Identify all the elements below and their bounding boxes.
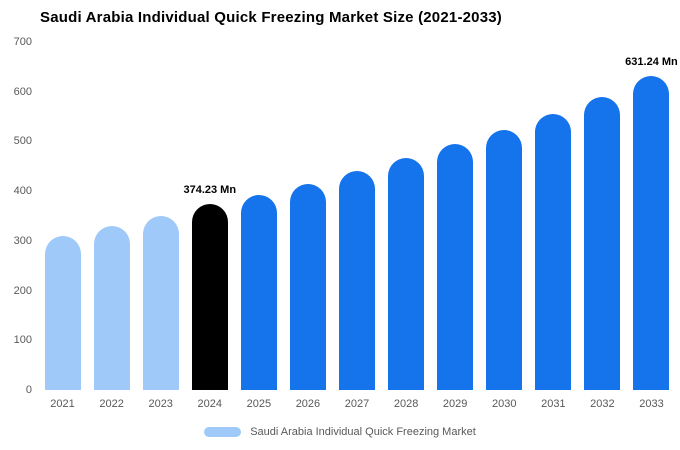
y-tick-label: 400 (13, 185, 32, 198)
bar (486, 129, 523, 390)
x-tick-label: 2027 (344, 398, 370, 410)
y-tick-label: 200 (13, 284, 32, 297)
bar (633, 76, 670, 390)
bar (93, 225, 130, 390)
x-tick-label: 2023 (148, 398, 173, 410)
bar-column: 2026 (283, 42, 332, 410)
x-tick-label: 2032 (590, 398, 615, 410)
bar-column: 2021 (38, 42, 87, 410)
x-tick-label: 2024 (197, 398, 223, 410)
legend-swatch (204, 427, 242, 437)
x-tick-label: 2029 (442, 398, 468, 410)
chart-title: Saudi Arabia Individual Quick Freezing M… (40, 9, 502, 26)
bar (437, 144, 474, 390)
data-label: 631.24 Mn (625, 56, 678, 69)
x-tick-label: 2026 (295, 398, 321, 410)
bar (142, 215, 179, 390)
x-tick-label: 2028 (393, 398, 419, 410)
x-tick-label: 2021 (50, 398, 75, 410)
x-tick-label: 2025 (246, 398, 272, 410)
bar (388, 158, 425, 390)
bar (44, 235, 81, 390)
legend: Saudi Arabia Individual Quick Freezing M… (0, 426, 680, 438)
x-tick-label: 2031 (541, 398, 566, 410)
bar-column: 374.23 Mn 2024 (183, 42, 237, 410)
bar-column: 2025 (234, 42, 283, 410)
bar (535, 113, 572, 390)
bar (584, 96, 621, 390)
plot-area: 2021 2022 2023 374.23 Mn 2024 2025 2026 2027 202… (38, 42, 678, 410)
bar-column: 2023 (136, 42, 185, 410)
x-tick-label: 2022 (99, 398, 124, 410)
bar-column: 631.24 Mn 2033 (625, 42, 678, 410)
y-tick-label: 500 (13, 135, 32, 148)
bar (240, 195, 277, 390)
bar (289, 183, 326, 390)
bar-column: 2022 (87, 42, 136, 410)
y-tick-label: 700 (13, 36, 32, 48)
bar-chart: 0 100 200 300 400 500 600 700 2021 2022 2023 374.2… (0, 36, 680, 410)
bar (339, 171, 375, 390)
y-tick-label: 600 (13, 85, 32, 98)
bar-column: 2032 (578, 42, 627, 410)
bar-column: 2030 (480, 42, 529, 410)
legend-label: Saudi Arabia Individual Quick Freezing M… (250, 426, 476, 438)
data-label: 374.23 Mn (183, 183, 237, 196)
x-tick-label: 2033 (639, 398, 664, 410)
bar-column: 2029 (431, 42, 480, 410)
x-tick-label: 2030 (492, 398, 517, 410)
y-tick-label: 100 (13, 334, 32, 347)
bar-column: 2031 (529, 42, 578, 410)
bar-column: 2028 (382, 42, 431, 410)
y-tick-label: 300 (13, 234, 32, 247)
y-tick-label: 0 (25, 384, 32, 396)
y-axis: 0 100 200 300 400 500 600 700 (0, 36, 32, 396)
bar (191, 203, 228, 390)
bar-column: 2027 (332, 42, 381, 410)
